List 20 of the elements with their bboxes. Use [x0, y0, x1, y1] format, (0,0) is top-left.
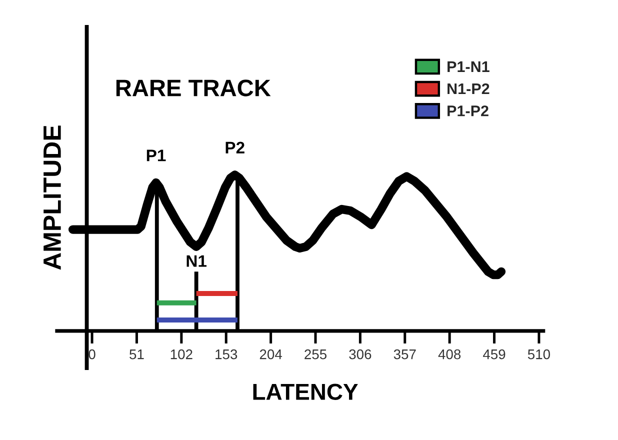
- annotation: N1: [186, 255, 207, 267]
- annotation: P2: [226, 142, 244, 154]
- legend-label: P1-N1: [448, 61, 490, 72]
- x-axis-title: LATENCY: [253, 384, 358, 400]
- chart-title: RARE TRACK: [116, 80, 271, 96]
- x-tick-label: 306: [349, 349, 372, 360]
- legend-label: N1-P2: [448, 83, 490, 94]
- x-tick-label: 102: [170, 349, 192, 360]
- x-tick-label: 204: [260, 349, 282, 360]
- x-tick-label: 510: [528, 349, 550, 360]
- x-tick-label: 51: [130, 350, 144, 360]
- x-tick-label: 0: [88, 349, 96, 360]
- x-tick-label: 357: [394, 349, 416, 360]
- x-tick-label: 459: [483, 349, 506, 360]
- legend-label: P1-P2: [448, 106, 488, 116]
- x-tick-label: 153: [216, 349, 238, 360]
- x-tick-label: 408: [438, 349, 461, 360]
- annotation: P1: [146, 150, 166, 162]
- y-axis-title: AMPLITUDE: [44, 126, 62, 270]
- x-tick-label: 255: [304, 349, 327, 360]
